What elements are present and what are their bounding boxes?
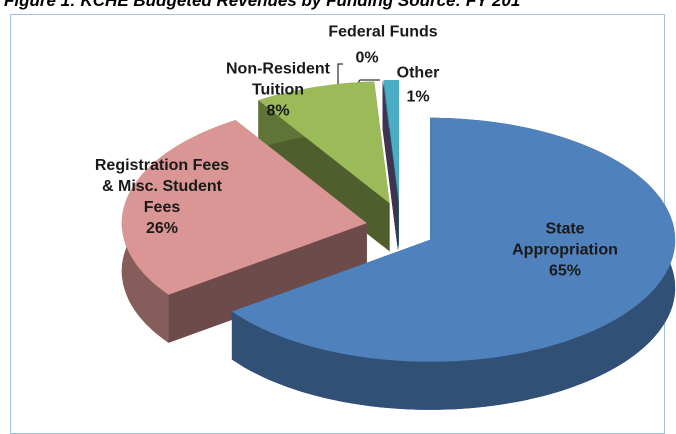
value-label: 26% — [145, 220, 179, 237]
page: {"chart_data": {"type": "pie3d", "title"… — [4, 0, 676, 434]
slice-edge — [382, 80, 398, 251]
slice-edge — [168, 223, 367, 343]
slice-label: Other — [396, 64, 440, 82]
slice-label-group: State Appropriation 65% — [500, 219, 630, 282]
value-label: 1% — [406, 88, 430, 106]
slice-label: Registration Fees & Misc. Student Fees — [94, 157, 230, 216]
value-label: 8% — [266, 102, 290, 120]
value-label: 0% — [355, 49, 379, 67]
slice-label: State Appropriation — [512, 220, 618, 259]
value-label: 65% — [548, 262, 582, 280]
slice — [382, 80, 398, 251]
slice-top — [258, 81, 390, 204]
slice-label-group: Registration Fees & Misc. Student Fees 26… — [87, 155, 237, 239]
slice-side — [231, 117, 676, 410]
slice — [121, 120, 367, 343]
chart-title: Figure 1: KCHE Budgeted Revenues by Fund… — [4, 0, 521, 10]
chart — [121, 63, 676, 410]
slice — [231, 117, 676, 410]
slice-label-group: Non-Resident Tuition 8% — [213, 59, 343, 122]
slice-top — [121, 120, 367, 295]
slice-label: Federal Funds — [328, 23, 438, 41]
leader-line — [337, 63, 343, 92]
slice-top — [231, 117, 676, 362]
slice-top — [383, 80, 399, 202]
slice-label: Non-Resident Tuition — [226, 60, 330, 99]
